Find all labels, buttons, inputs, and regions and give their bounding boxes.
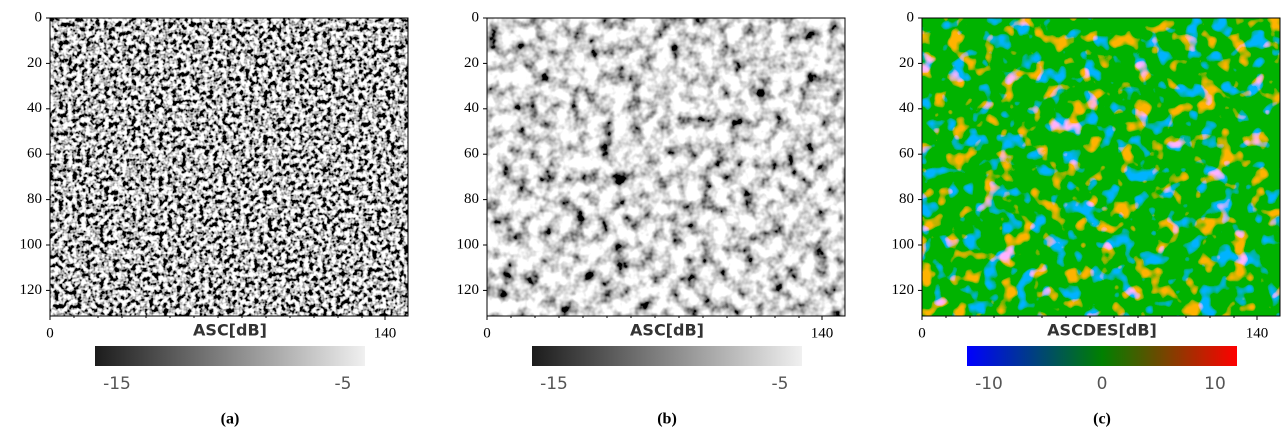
y-tick-label: 0: [907, 9, 915, 25]
y-tick-label: 0: [35, 9, 43, 25]
y-tick-label: 100: [20, 236, 43, 252]
colorbar: [95, 346, 365, 366]
y-tick-label: 40: [899, 100, 914, 116]
colorbar-label: -15: [540, 374, 568, 394]
y-tick-label: 80: [899, 191, 914, 207]
x-tick-label: 140: [374, 325, 397, 341]
y-tick-label: 120: [20, 282, 43, 298]
caption: (a): [221, 411, 240, 428]
y-tick-label: 40: [464, 100, 479, 116]
y-tick-label: 60: [27, 146, 42, 162]
image-frame: [49, 17, 409, 317]
y-tick-label: 20: [464, 55, 479, 71]
colorbar-label: 0: [1097, 374, 1108, 394]
y-tick-label: 20: [27, 55, 42, 71]
colorbar-label: -15: [103, 374, 131, 394]
colorbar: [967, 346, 1237, 366]
colorbar-label: -5: [772, 374, 789, 394]
y-tick-label: 80: [464, 191, 479, 207]
y-tick-label: 120: [892, 282, 915, 298]
y-tick-label: 100: [892, 236, 915, 252]
y-tick-label: 80: [27, 191, 42, 207]
caption: (b): [657, 411, 677, 428]
y-tick-label: 60: [464, 146, 479, 162]
axis-label: ASC[dB]: [193, 321, 267, 340]
image: [50, 18, 408, 316]
image-frame: [921, 17, 1281, 317]
x-tick-label: 140: [1246, 325, 1269, 341]
image: [922, 18, 1280, 316]
image: [487, 18, 845, 316]
y-tick-label: 40: [27, 100, 42, 116]
y-tick-label: 20: [899, 55, 914, 71]
image-frame: [486, 17, 846, 317]
colorbar: [532, 346, 802, 366]
colorbar-label: -10: [975, 374, 1003, 394]
x-tick-label: 140: [811, 325, 834, 341]
axis-label: ASCDES[dB]: [1047, 321, 1157, 340]
x-tick-label: 0: [918, 325, 926, 341]
x-tick-label: 0: [46, 325, 54, 341]
y-tick-label: 120: [457, 282, 480, 298]
y-tick-label: 60: [899, 146, 914, 162]
y-tick-label: 100: [457, 236, 480, 252]
y-tick-label: 0: [472, 9, 480, 25]
caption: (c): [1093, 411, 1111, 428]
x-tick-label: 0: [483, 325, 491, 341]
axis-label: ASC[dB]: [630, 321, 704, 340]
colorbar-label: 10: [1204, 374, 1226, 394]
colorbar-label: -5: [335, 374, 352, 394]
